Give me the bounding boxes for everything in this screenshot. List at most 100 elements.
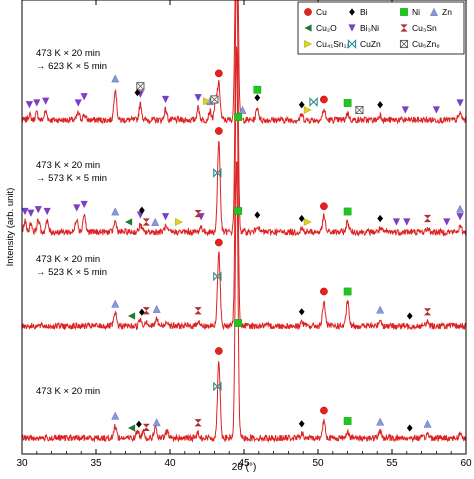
x-tick-label: 30 — [16, 458, 28, 469]
x-tick-label: 55 — [386, 458, 398, 469]
legend-label: Cu₄₁Sn₁₁ — [316, 39, 349, 49]
diamond-marker — [406, 424, 413, 432]
diamond-marker — [298, 101, 305, 109]
triangle-right-marker — [304, 40, 313, 48]
triangle-right-marker — [303, 218, 312, 226]
x-tick-label: 60 — [460, 458, 472, 469]
crossbox-marker — [355, 105, 364, 115]
legend-label: Bi — [360, 7, 368, 17]
square-marker — [400, 8, 408, 16]
triangle-up-marker — [151, 217, 160, 226]
triangle-down-marker — [456, 99, 464, 107]
triangle-up-marker — [152, 304, 161, 313]
circle-marker — [214, 69, 223, 78]
triangle-down-marker — [34, 206, 42, 214]
square-marker — [253, 85, 262, 94]
xrd-curve — [21, 0, 467, 125]
square-marker — [234, 207, 242, 215]
crossbox-marker — [136, 82, 145, 91]
diamond-marker — [136, 420, 142, 428]
series-label: 473 K × 20 min — [36, 386, 100, 397]
x-tick-label: 50 — [312, 458, 324, 469]
crossbox-marker — [399, 39, 409, 49]
legend: Cu Bi Ni Cu₂O Bi₃Ni Cu₃Sn Cu₄₁Sn₁₁ CuZn Cu₅Zn₈ Zn — [297, 1, 465, 55]
circle-marker — [214, 347, 223, 355]
series-label: → 523 K × 5 min — [36, 267, 107, 278]
diamond-marker — [298, 308, 305, 316]
triangle-up-marker — [238, 105, 247, 114]
bowtie-marker — [309, 97, 318, 107]
triangle-up-marker — [111, 299, 120, 308]
triangle-up-marker — [430, 7, 438, 16]
diamond-marker — [349, 8, 355, 16]
triangle-left-marker — [124, 218, 133, 226]
triangle-down-marker — [403, 218, 411, 226]
triangle-right-marker — [303, 106, 312, 114]
triangle-down-marker — [348, 24, 356, 32]
square-marker — [343, 99, 352, 107]
triangle-down-marker — [74, 99, 82, 107]
square-marker — [343, 207, 352, 216]
square-marker — [234, 319, 242, 327]
axes: 30 35 40 45 50 55 60 2θ (°) Intensity (arb. unit… — [5, 0, 472, 473]
legend-label: Bi₃Ni — [360, 23, 379, 33]
hourglass-marker — [142, 307, 150, 315]
series-label: 473 K × 20 min — [36, 160, 100, 171]
triangle-up-marker — [456, 204, 465, 213]
hourglass-marker — [142, 423, 150, 432]
crossbox-marker — [210, 95, 219, 104]
hourglass-marker — [400, 24, 408, 32]
hourglass-marker — [423, 308, 432, 316]
circle-marker — [214, 238, 223, 247]
phase-markers — [21, 69, 465, 432]
hourglass-marker — [142, 218, 150, 226]
triangle-down-marker — [401, 106, 409, 114]
triangle-left-marker — [127, 312, 136, 320]
x-axis-label: 2θ (°) — [232, 462, 257, 473]
legend-box — [297, 1, 465, 55]
hourglass-marker — [194, 419, 202, 427]
diamond-marker — [254, 94, 261, 102]
diamond-marker — [377, 214, 384, 223]
diamond-marker — [298, 420, 305, 428]
xrd-curve — [21, 161, 467, 443]
x-tick-label: 40 — [164, 458, 176, 469]
triangle-down-marker — [33, 99, 41, 107]
triangle-up-marker — [376, 417, 385, 426]
crossbox-cross — [210, 95, 219, 104]
xrd-curves — [21, 0, 467, 443]
circle-marker — [214, 127, 223, 135]
triangle-down-marker — [80, 200, 88, 209]
triangle-left-marker — [127, 424, 136, 432]
series-label: 473 K × 20 min — [36, 48, 100, 59]
crossbox-cross — [355, 106, 364, 114]
triangle-down-marker — [21, 207, 29, 216]
triangle-up-marker — [423, 419, 432, 428]
triangle-down-marker — [161, 95, 170, 104]
legend-label: Cu — [316, 7, 327, 17]
triangle-down-marker — [443, 218, 451, 226]
crossbox-cross — [136, 82, 145, 91]
y-axis-label: Intensity (arb. unit) — [5, 188, 16, 267]
series-labels: 473 K × 20 min → 623 K × 5 min 473 K × 20 … — [36, 48, 107, 397]
x-tick-label: 35 — [90, 458, 102, 469]
diamond-marker — [406, 312, 413, 320]
series-label: 473 K × 20 min — [36, 254, 100, 265]
legend-label: Cu₂O — [316, 23, 337, 33]
triangle-right-marker — [175, 218, 183, 226]
series-label: → 573 K × 5 min — [36, 173, 107, 184]
legend-label: CuZn — [360, 39, 381, 49]
square-marker — [343, 417, 352, 425]
plot-background — [22, 0, 466, 454]
triangle-up-marker — [111, 74, 120, 83]
triangle-up-marker — [152, 418, 161, 427]
triangle-down-marker — [73, 204, 81, 212]
triangle-down-marker — [80, 93, 88, 101]
plot-area — [22, 0, 466, 454]
square-marker — [234, 113, 242, 121]
triangle-down-marker — [42, 97, 50, 105]
square-marker — [343, 287, 352, 296]
triangle-down-marker — [432, 106, 440, 114]
legend-label: Zn — [442, 7, 452, 17]
